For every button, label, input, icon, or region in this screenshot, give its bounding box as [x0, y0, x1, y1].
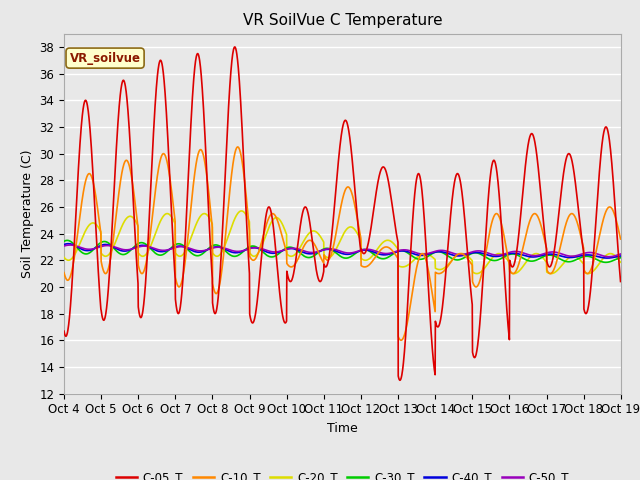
C-10_T [583, 271, 591, 276]
C-40_T [60, 241, 68, 247]
C-40_T [617, 253, 625, 259]
C-50_T [216, 244, 223, 250]
C-05_T [568, 156, 575, 162]
C-40_T [359, 247, 367, 253]
Line: C-40_T: C-40_T [64, 244, 621, 258]
Legend: C-05_T, C-10_T, C-20_T, C-30_T, C-40_T, C-50_T: C-05_T, C-10_T, C-20_T, C-30_T, C-40_T, … [111, 466, 574, 480]
C-50_T [584, 250, 591, 255]
C-05_T [504, 323, 512, 329]
C-30_T [504, 252, 512, 258]
C-40_T [65, 241, 72, 247]
Line: C-50_T: C-50_T [64, 245, 621, 257]
C-30_T [568, 258, 575, 264]
C-40_T [584, 252, 591, 258]
C-30_T [617, 255, 625, 261]
C-20_T [568, 253, 575, 259]
C-50_T [67, 242, 74, 248]
X-axis label: Time: Time [327, 422, 358, 435]
C-50_T [504, 250, 512, 255]
C-05_T [216, 282, 223, 288]
C-50_T [568, 253, 575, 259]
C-05_T [358, 250, 366, 255]
C-20_T [216, 252, 223, 258]
C-40_T [371, 250, 379, 255]
C-30_T [63, 238, 71, 243]
C-50_T [359, 247, 367, 252]
C-40_T [216, 244, 223, 250]
C-30_T [359, 247, 367, 252]
C-50_T [617, 251, 625, 257]
C-05_T [60, 328, 68, 334]
Title: VR SoilVue C Temperature: VR SoilVue C Temperature [243, 13, 442, 28]
Line: C-30_T: C-30_T [64, 240, 621, 263]
C-10_T [60, 270, 68, 276]
Y-axis label: Soil Temperature (C): Soil Temperature (C) [20, 149, 34, 278]
Line: C-20_T: C-20_T [64, 211, 621, 274]
C-40_T [504, 251, 512, 257]
C-20_T [504, 258, 512, 264]
C-50_T [371, 248, 379, 253]
Line: C-10_T: C-10_T [64, 147, 621, 340]
C-20_T [583, 271, 591, 276]
Line: C-05_T: C-05_T [64, 47, 621, 380]
C-20_T [358, 256, 366, 262]
C-40_T [568, 254, 575, 260]
C-05_T [583, 309, 591, 315]
C-30_T [602, 260, 610, 265]
C-10_T [216, 284, 223, 289]
C-20_T [60, 254, 68, 260]
C-05_T [371, 201, 378, 206]
C-10_T [568, 211, 575, 216]
C-10_T [504, 255, 512, 261]
C-50_T [605, 254, 612, 260]
C-10_T [358, 264, 366, 269]
C-30_T [216, 243, 223, 249]
C-30_T [371, 252, 379, 258]
C-20_T [371, 250, 378, 256]
C-40_T [604, 255, 611, 261]
Text: VR_soilvue: VR_soilvue [70, 51, 141, 65]
C-50_T [60, 243, 68, 249]
C-30_T [584, 253, 591, 259]
C-30_T [60, 239, 68, 244]
C-10_T [371, 255, 378, 261]
